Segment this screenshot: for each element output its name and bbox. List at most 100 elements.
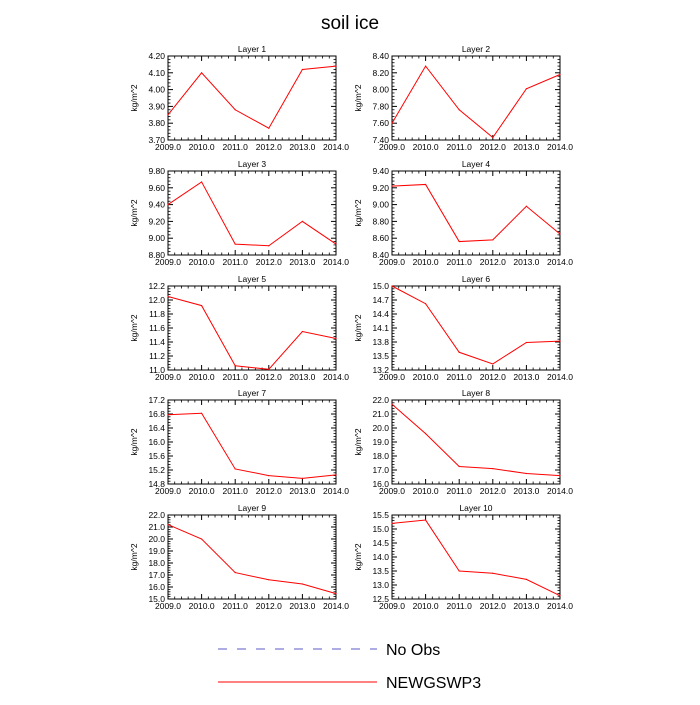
panel-6-data-point bbox=[458, 351, 460, 353]
panel-10-title: Layer 10 bbox=[459, 503, 492, 513]
panel-8-ytick-label: 20.0 bbox=[372, 423, 389, 433]
panel-7-series-line bbox=[167, 412, 337, 479]
panel-1-xtick-label: 2011.0 bbox=[223, 142, 249, 152]
panel-4-xtick-label: 2014.0 bbox=[547, 257, 573, 267]
panel-3-data-point bbox=[301, 220, 303, 222]
panel-7: Layer 7 kg/m^2 14.8 15.2 15.6 16.0 16.4 16.8 17.… bbox=[129, 388, 349, 496]
panel-3-xtick-label: 2013.0 bbox=[289, 257, 315, 267]
panel-5-ytick-label: 12.0 bbox=[148, 295, 165, 305]
panel-10-data-point bbox=[559, 595, 561, 597]
panel-7-frame bbox=[167, 399, 337, 485]
panel-2-xtick-label: 2010.0 bbox=[413, 142, 439, 152]
panel-5-xtick-label: 2010.0 bbox=[189, 372, 215, 382]
panel-4-xtick-label: 2011.0 bbox=[447, 257, 473, 267]
panel-9-xtick-label: 2010.0 bbox=[189, 601, 215, 611]
panel-1-frame bbox=[167, 55, 337, 141]
panel-4-ytick-label: 8.80 bbox=[372, 216, 389, 226]
panel-5-data-point bbox=[268, 368, 270, 370]
panel-8-ytick-label: 21.0 bbox=[372, 409, 389, 419]
panel-9-ytick-label: 18.0 bbox=[148, 558, 165, 568]
panel-5-data-point bbox=[234, 365, 236, 367]
panel-4: Layer 4 kg/m^2 8.40 8.60 8.80 9.00 9.20 9.40 200… bbox=[353, 159, 573, 267]
panel-1-ylabel: kg/m^2 bbox=[129, 84, 139, 111]
panel-1-title: Layer 1 bbox=[238, 44, 267, 54]
panel-4-xtick-label: 2012.0 bbox=[480, 257, 506, 267]
panel-8-data-point bbox=[525, 472, 528, 475]
panel-3-xtick-label: 2010.0 bbox=[189, 257, 215, 267]
panel-7-ytick-label: 17.2 bbox=[148, 395, 165, 405]
panel-3-ytick-label: 8.80 bbox=[148, 250, 165, 260]
panel-6-data-point bbox=[525, 341, 528, 344]
panel-2-title: Layer 2 bbox=[462, 44, 491, 54]
panel-4-ylabel: kg/m^2 bbox=[353, 199, 363, 226]
panel-2-frame bbox=[391, 55, 561, 141]
panel-8-ytick-label: 22.0 bbox=[372, 395, 389, 405]
panel-9-xtick-label: 2013.0 bbox=[289, 601, 315, 611]
panel-3-ytick-label: 9.40 bbox=[148, 200, 165, 210]
panel-10-ytick-label: 15.5 bbox=[372, 510, 389, 520]
panel-9-data-point bbox=[268, 579, 270, 581]
panel-7-ytick-label: 16.0 bbox=[148, 437, 165, 447]
panel-4-data-point bbox=[559, 233, 561, 235]
panel-5-xtick-label: 2012.0 bbox=[256, 372, 282, 382]
panel-4-xtick-label: 2013.0 bbox=[513, 257, 539, 267]
panel-8-frame bbox=[391, 399, 561, 485]
panel-1: Layer 1 kg/m^2 3.70 3.80 3.90 4.00 4.10 4.20 200… bbox=[129, 44, 349, 152]
panel-3-data-point bbox=[234, 243, 236, 245]
panel-3-frame bbox=[167, 170, 337, 256]
panel-1-ytick-label: 4.10 bbox=[148, 68, 165, 78]
panel-7-xtick-label: 2012.0 bbox=[256, 486, 282, 496]
panel-5-ytick-label: 12.2 bbox=[148, 281, 165, 291]
panel-9-data-point bbox=[301, 583, 303, 585]
panel-6-ytick-label: 13.2 bbox=[372, 365, 389, 375]
panel-8-ylabel: kg/m^2 bbox=[353, 428, 363, 455]
panel-4-ytick-label: 8.60 bbox=[372, 233, 389, 243]
panel-8-ytick-label: 16.0 bbox=[372, 479, 389, 489]
panel-9: Layer 9 kg/m^2 15.0 16.0 17.0 18.0 19.0 20.0 21.… bbox=[129, 503, 349, 611]
panel-7-ytick-label: 16.4 bbox=[148, 423, 165, 433]
panel-2-xtick-label: 2013.0 bbox=[513, 142, 539, 152]
panel-2: Layer 2 kg/m^2 7.40 7.60 7.80 8.00 8.20 8.40 200… bbox=[353, 44, 573, 152]
panel-5-data-point bbox=[301, 330, 303, 333]
panel-3-title: Layer 3 bbox=[238, 159, 267, 169]
panel-9-xtick-label: 2011.0 bbox=[223, 601, 249, 611]
panel-7-data-point bbox=[301, 477, 303, 479]
panel-9-data-point bbox=[167, 524, 169, 526]
panel-8-xtick-label: 2014.0 bbox=[547, 486, 573, 496]
panel-4-title: Layer 4 bbox=[462, 159, 491, 169]
panel-9-ytick-label: 16.0 bbox=[148, 582, 165, 592]
panel-5-xtick-label: 2009.0 bbox=[155, 372, 181, 382]
panel-6-ytick-label: 14.7 bbox=[372, 295, 389, 305]
panel-8-xtick-label: 2010.0 bbox=[413, 486, 439, 496]
panel-10: Layer 10 kg/m^2 12.5 13.0 13.5 14.0 14.5 15.0 15… bbox=[353, 503, 573, 611]
panel-9-data-point bbox=[234, 572, 236, 574]
panel-1-ytick-label: 4.20 bbox=[148, 51, 165, 61]
panel-3: Layer 3 kg/m^2 8.80 9.00 9.20 9.40 9.60 9.80 200… bbox=[129, 159, 349, 267]
panel-6: Layer 6 kg/m^2 13.2 13.5 13.8 14.1 14.4 14.7 15.… bbox=[353, 274, 573, 382]
panel-8-title: Layer 8 bbox=[462, 388, 491, 398]
panel-2-data-point bbox=[458, 109, 460, 111]
panel-1-xtick-label: 2014.0 bbox=[323, 142, 349, 152]
panel-10-ytick-label: 14.0 bbox=[372, 552, 389, 562]
panel-3-ytick-label: 9.20 bbox=[148, 216, 165, 226]
panel-1-data-point bbox=[201, 72, 203, 74]
panel-2-ytick-label: 8.20 bbox=[372, 68, 389, 78]
panel-1-data-point bbox=[301, 68, 303, 71]
panel-1-xtick-label: 2013.0 bbox=[289, 142, 315, 152]
panel-6-frame bbox=[391, 285, 561, 371]
panel-3-data-point bbox=[268, 245, 270, 247]
panel-10-data-point bbox=[458, 570, 460, 572]
panel-8-data-point bbox=[559, 475, 561, 477]
panel-3-ytick-label: 9.80 bbox=[148, 166, 165, 176]
panel-5: Layer 5 kg/m^2 11.0 11.2 11.4 11.6 11.8 12.0 12.… bbox=[129, 274, 349, 382]
panel-3-ytick-label: 9.60 bbox=[148, 183, 165, 193]
panel-7-ylabel: kg/m^2 bbox=[129, 428, 139, 455]
panel-6-xtick-label: 2010.0 bbox=[413, 372, 439, 382]
panel-6-data-point bbox=[391, 285, 393, 287]
panel-8: Layer 8 kg/m^2 16.0 17.0 18.0 19.0 20.0 21.0 22.… bbox=[353, 388, 573, 496]
panel-10-ytick-label: 14.5 bbox=[372, 538, 389, 548]
panel-2-xtick-label: 2011.0 bbox=[447, 142, 473, 152]
panel-9-data-point bbox=[335, 593, 337, 595]
panel-4-series-line bbox=[391, 183, 561, 243]
panel-9-ytick-label: 17.0 bbox=[148, 570, 165, 580]
